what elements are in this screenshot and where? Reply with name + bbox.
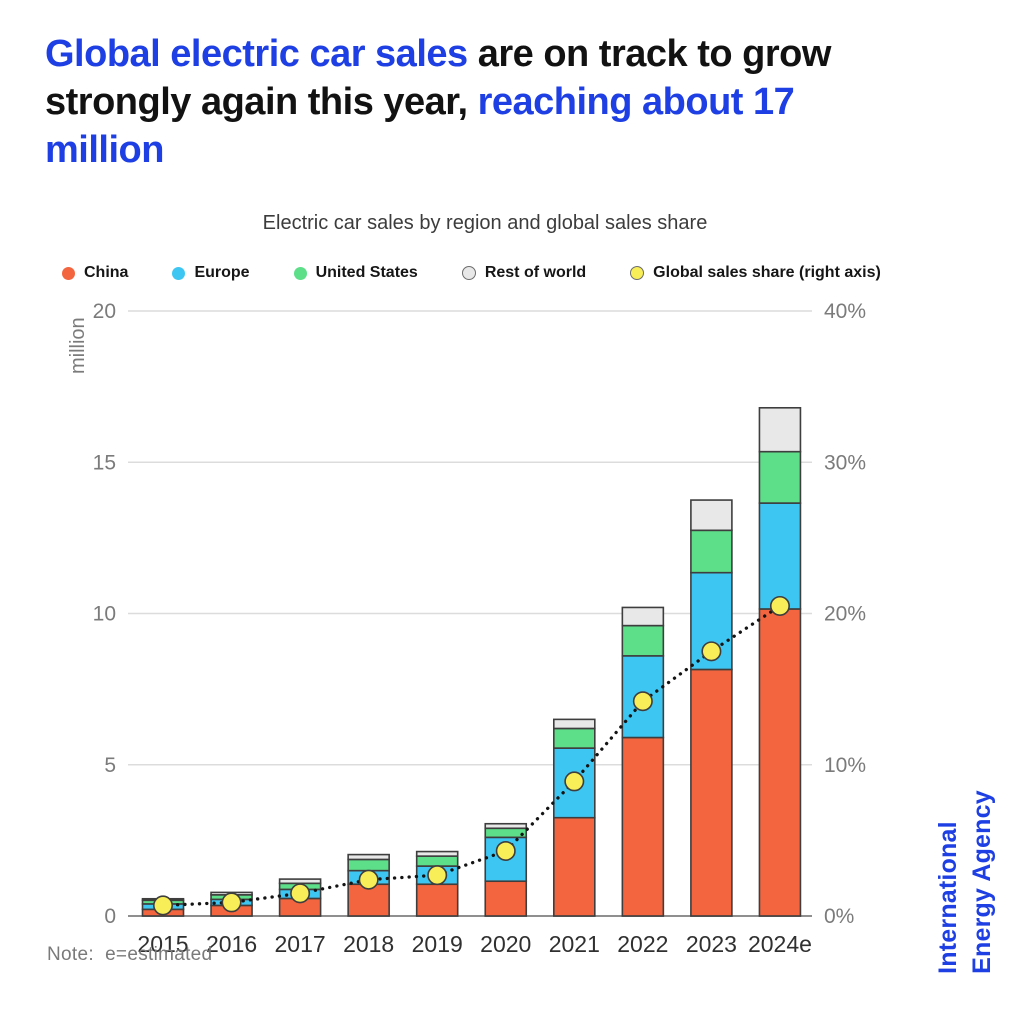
chart-legend: China Europe United States Rest of world Glo… bbox=[62, 264, 881, 282]
bar-segment bbox=[690, 499, 733, 532]
x-axis-label: 2019 bbox=[412, 931, 463, 957]
legend-item: China bbox=[62, 264, 128, 282]
bar-segment bbox=[415, 850, 459, 857]
x-axis-label: 2021 bbox=[549, 931, 600, 957]
legend-label: Global sales share (right axis) bbox=[653, 264, 881, 281]
left-axis-tick: 0 bbox=[104, 905, 116, 928]
x-axis-label: 2015 bbox=[137, 931, 188, 957]
bar-segment bbox=[484, 822, 528, 830]
bar-2021 bbox=[552, 718, 596, 917]
legend-label: United States bbox=[315, 264, 418, 281]
left-axis-tick: 15 bbox=[93, 451, 116, 474]
bar-segment bbox=[347, 853, 390, 861]
share-marker bbox=[153, 895, 174, 916]
right-axis-tick: 20% bbox=[824, 603, 866, 626]
legend-marker-icon bbox=[293, 266, 307, 280]
bar-2024e bbox=[758, 406, 802, 917]
bar-segment bbox=[347, 858, 390, 872]
bar-2020 bbox=[484, 822, 528, 917]
legend-marker-icon bbox=[630, 266, 645, 280]
bar-segment bbox=[552, 718, 596, 730]
legend-label: Rest of world bbox=[484, 264, 587, 281]
legend-item: Rest of world bbox=[461, 264, 587, 282]
bar-segment bbox=[415, 883, 459, 917]
x-axis-label: 2023 bbox=[686, 931, 737, 957]
bar-segment bbox=[621, 655, 665, 739]
chart-subtitle: Electric car sales by region and global … bbox=[262, 212, 708, 234]
bar-2019 bbox=[415, 850, 459, 917]
bar-segment bbox=[690, 529, 733, 574]
share-marker bbox=[564, 771, 585, 792]
share-markers bbox=[153, 595, 790, 916]
legend-item: Europe bbox=[172, 264, 250, 282]
bar-segment bbox=[690, 668, 733, 917]
share-line bbox=[161, 604, 782, 908]
x-axis-label: 2018 bbox=[343, 931, 394, 957]
bar-segment bbox=[278, 878, 322, 885]
legend-label: China bbox=[84, 264, 129, 281]
legend-marker-icon bbox=[62, 266, 75, 280]
bar-segment bbox=[484, 880, 528, 917]
axis-tick-labels: 0 0% 5 10% 10 20% 15 30% 20 40% bbox=[93, 300, 866, 928]
share-marker bbox=[495, 840, 516, 861]
left-axis-tick: 20 bbox=[93, 300, 116, 323]
title-segment: reaching about 17 million bbox=[45, 81, 795, 171]
x-axis-label: 2017 bbox=[275, 931, 326, 957]
bar-segment bbox=[758, 608, 802, 917]
bar-segment bbox=[758, 502, 802, 610]
bar-segment bbox=[621, 624, 665, 657]
share-marker bbox=[358, 869, 379, 890]
bar-segment bbox=[621, 736, 665, 917]
bar-segment bbox=[552, 727, 596, 749]
legend-label: Europe bbox=[194, 264, 250, 281]
right-axis-tick: 30% bbox=[824, 451, 866, 474]
bar-2022 bbox=[621, 606, 665, 917]
share-marker bbox=[701, 641, 722, 662]
share-marker bbox=[221, 892, 242, 913]
x-axis-labels: 2015 2016 2017 2018 2019 2020 2021 2022 2023 2024… bbox=[137, 931, 812, 957]
bar-segment bbox=[758, 406, 802, 453]
bar-segment bbox=[758, 450, 802, 504]
share-marker bbox=[769, 595, 790, 616]
left-axis-unit-label: million bbox=[67, 317, 89, 374]
page-title: Global electric car sales are on track t… bbox=[45, 30, 840, 174]
left-axis-tick: 10 bbox=[93, 603, 116, 626]
left-axis-tick: 5 bbox=[104, 754, 116, 777]
legend-item: United States bbox=[293, 264, 418, 282]
legend-marker-icon bbox=[461, 266, 476, 280]
title-segment: are on track to grow strongly again this… bbox=[45, 33, 831, 123]
bar-segment bbox=[415, 855, 459, 867]
right-axis-tick: 40% bbox=[824, 300, 866, 323]
share-marker bbox=[427, 865, 448, 886]
x-axis-label: 2020 bbox=[480, 931, 531, 957]
x-axis-label: 2022 bbox=[617, 931, 668, 957]
bar-segment bbox=[552, 816, 596, 917]
share-marker bbox=[632, 691, 653, 712]
legend-item: Global sales share (right axis) bbox=[630, 264, 881, 282]
footnote: Note: e=estimated bbox=[47, 944, 213, 965]
title-segment: Global electric car sales bbox=[45, 33, 478, 75]
right-axis-tick: 0% bbox=[824, 905, 854, 928]
bar-segment bbox=[621, 606, 665, 627]
x-axis-label: 2024e bbox=[748, 931, 812, 957]
right-axis-tick: 10% bbox=[824, 754, 866, 777]
bar-segment bbox=[484, 827, 528, 839]
x-axis-label: 2016 bbox=[206, 931, 257, 957]
legend-marker-icon bbox=[172, 266, 186, 280]
bar-2023 bbox=[690, 499, 733, 917]
bars bbox=[141, 406, 802, 917]
share-marker bbox=[290, 883, 311, 904]
